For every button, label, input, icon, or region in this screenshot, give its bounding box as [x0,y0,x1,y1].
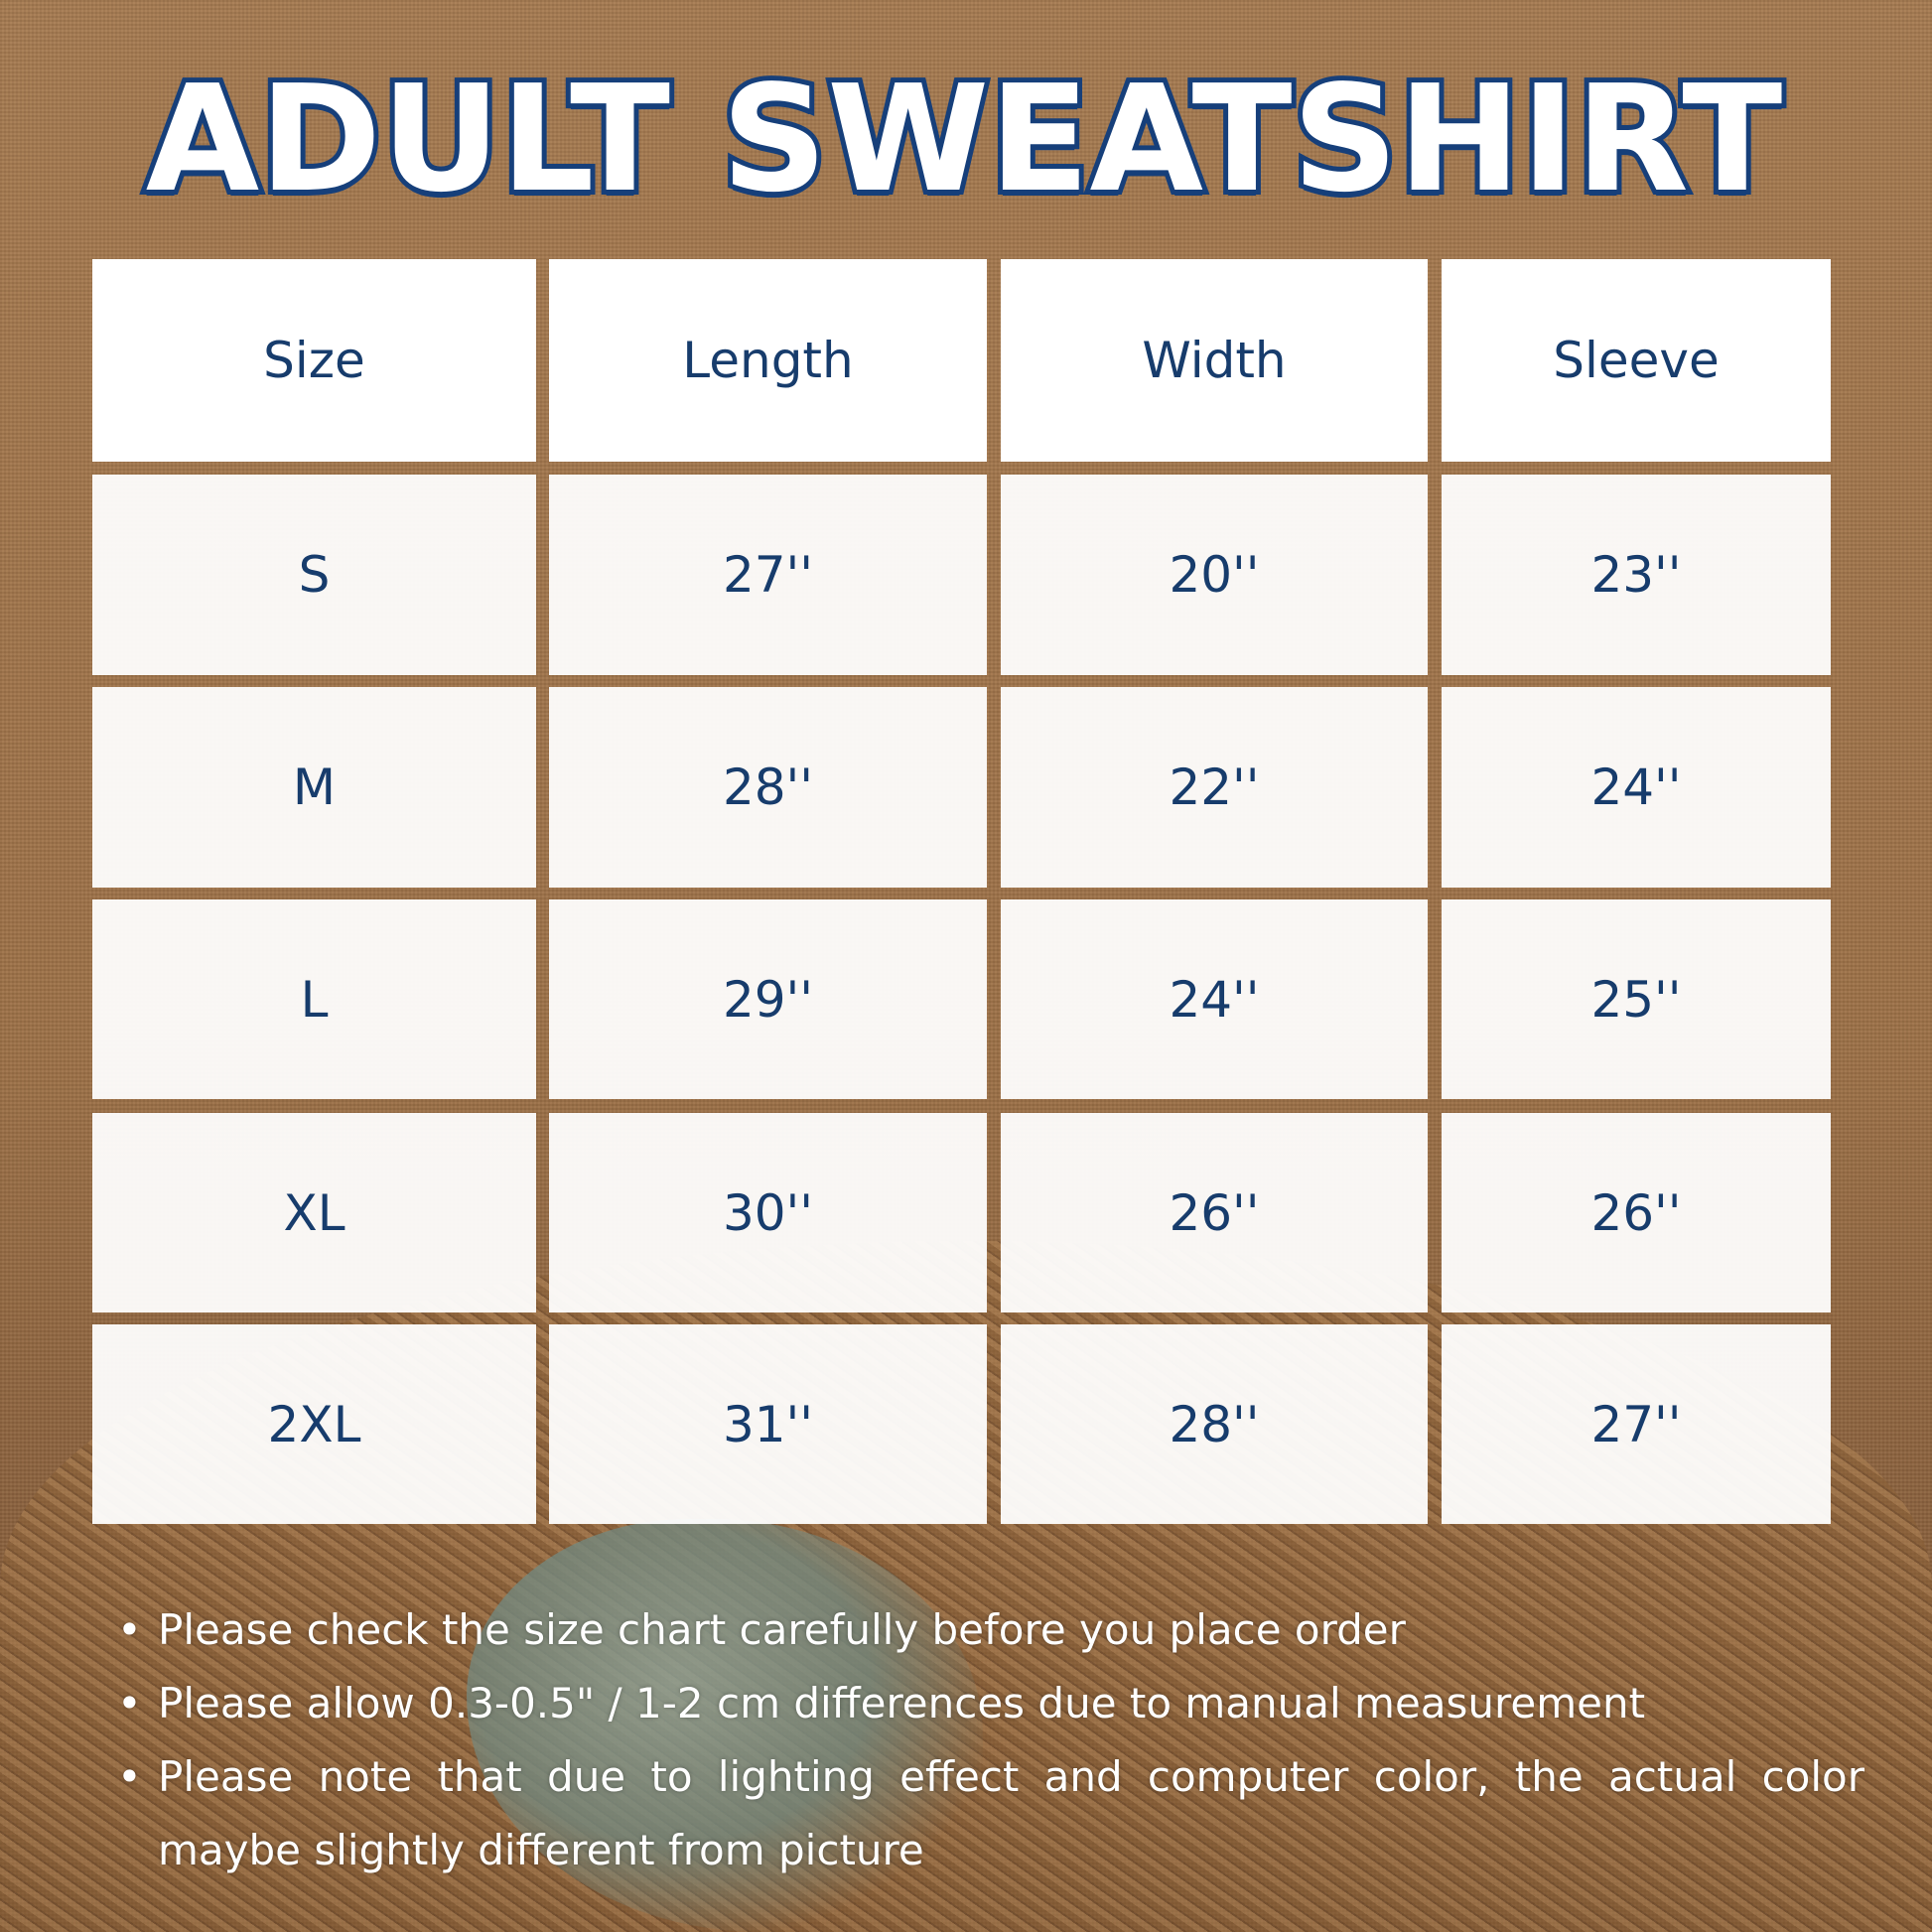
table-cell: XL [92,1113,536,1312]
bullet-icon: • [117,1752,142,1801]
table-cell: 25'' [1442,899,1831,1099]
table-cell: 22'' [1001,687,1428,888]
table-cell: 27'' [549,475,987,675]
page-title: ADULT SWEATSHIRT [141,49,1788,229]
header-cell: Sleeve [1442,259,1831,462]
table-cell: S [92,475,536,675]
table-cell: 30'' [549,1113,987,1312]
notes-list: • Please check the size chart carefully b… [117,1593,1864,1887]
table-cell: 2XL [92,1324,536,1524]
table-cell: 28'' [1001,1324,1428,1524]
note-item: • Please check the size chart carefully b… [117,1593,1864,1667]
table-cell: 24'' [1001,899,1428,1099]
note-item: • Please note that due to lighting effect… [117,1740,1864,1887]
bullet-icon: • [117,1605,142,1654]
table-cell: 26'' [1442,1113,1831,1312]
table-cell: 31'' [549,1324,987,1524]
note-item: • Please allow 0.3-0.5" / 1-2 cm differen… [117,1667,1864,1740]
table-cell: L [92,899,536,1099]
header-cell: Length [549,259,987,462]
table-cell: 29'' [549,899,987,1099]
header-cell: Width [1001,259,1428,462]
table-cell: 27'' [1442,1324,1831,1524]
table-cell: M [92,687,536,888]
table-cell: 24'' [1442,687,1831,888]
table-cell: 23'' [1442,475,1831,675]
table-cell: 20'' [1001,475,1428,675]
table-cell: 28'' [549,687,987,888]
header-cell: Size [92,259,536,462]
bullet-icon: • [117,1679,142,1727]
eucalyptus-decoration [467,1519,983,1932]
table-cell: 26'' [1001,1113,1428,1312]
